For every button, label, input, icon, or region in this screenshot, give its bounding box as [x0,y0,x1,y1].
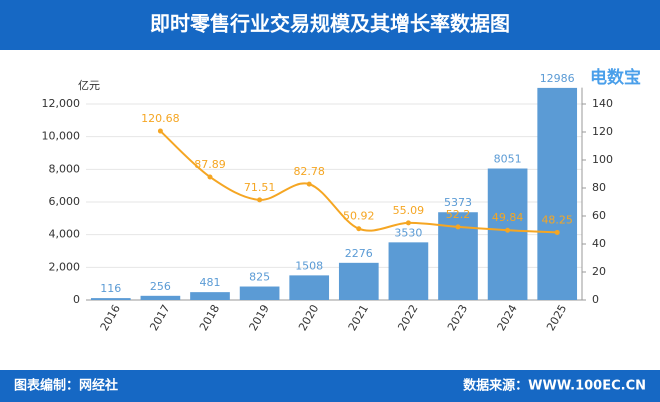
footer-right: 数据来源：WWW.100EC.CN [463,378,646,394]
bar [239,286,280,300]
bar-label: 3530 [394,226,422,239]
y2-tick-label: 120 [592,125,613,138]
line-point [405,220,411,226]
x-tick-label: 2025 [544,302,569,333]
line-point [257,197,263,203]
bar [289,275,330,300]
chart-title: 即时零售行业交易规模及其增长率数据图 [150,12,510,36]
bar-label: 256 [150,280,171,293]
bar-label: 2276 [345,247,373,260]
y-unit: 亿元 [78,79,100,92]
x-tick-label: 2020 [296,302,321,333]
y-tick-label: 0 [73,293,80,306]
y-tick-label: 6,000 [49,195,81,208]
y2-tick-label: 100 [592,153,613,166]
header-band [0,0,660,50]
line-label: 120.68 [141,112,180,125]
bar [90,298,131,300]
bar-label: 12986 [540,72,575,85]
bar-label: 8051 [494,153,522,166]
bar-label: 116 [100,282,121,295]
x-tick-label: 2019 [247,302,272,333]
watermark: 电数宝 [590,67,641,88]
x-tick-label: 2016 [98,302,123,333]
line-label: 71.51 [244,181,276,194]
y2-tick-label: 40 [592,237,606,250]
line-label: 82.78 [293,165,325,178]
line-label: 87.89 [194,158,226,171]
bar [338,262,379,300]
y-tick-label: 10,000 [42,130,81,143]
y-tick-label: 12,000 [42,97,81,110]
x-tick-label: 2024 [495,302,520,333]
line-point [554,229,560,235]
line-point [356,226,362,232]
bar [388,242,429,300]
line-label: 50.92 [343,210,375,223]
y-tick-label: 2,000 [49,260,81,273]
line-label: 48.25 [541,213,573,226]
bar-label: 1508 [295,259,323,272]
y2-tick-label: 80 [592,181,606,194]
y-tick-label: 4,000 [49,228,81,241]
line-label: 49.84 [492,211,524,224]
bar-label: 5373 [444,196,472,209]
x-tick-label: 2018 [197,302,222,333]
y2-tick-label: 20 [592,265,606,278]
y2-tick-label: 0 [592,293,599,306]
line-point [455,224,461,230]
y-tick-label: 8,000 [49,162,81,175]
bar-label: 825 [249,271,270,284]
footer-left: 图表编制：网经社 [14,378,118,394]
bar-label: 481 [200,276,221,289]
bar [487,168,528,300]
bar [537,87,578,301]
x-tick-label: 2022 [395,302,420,333]
y2-tick-label: 60 [592,209,606,222]
x-tick-label: 2021 [346,302,371,333]
line-point [207,174,213,180]
y2-tick-label: 140 [592,97,613,110]
line-point [505,227,511,233]
bar [190,292,230,300]
line-point [306,181,312,187]
footer-band [0,370,660,402]
x-tick-label: 2023 [445,302,470,333]
line-label: 55.09 [393,204,425,217]
line-point [157,128,163,134]
bar [140,295,181,300]
x-tick-label: 2017 [147,302,172,333]
line-label: 52.2 [446,208,471,221]
